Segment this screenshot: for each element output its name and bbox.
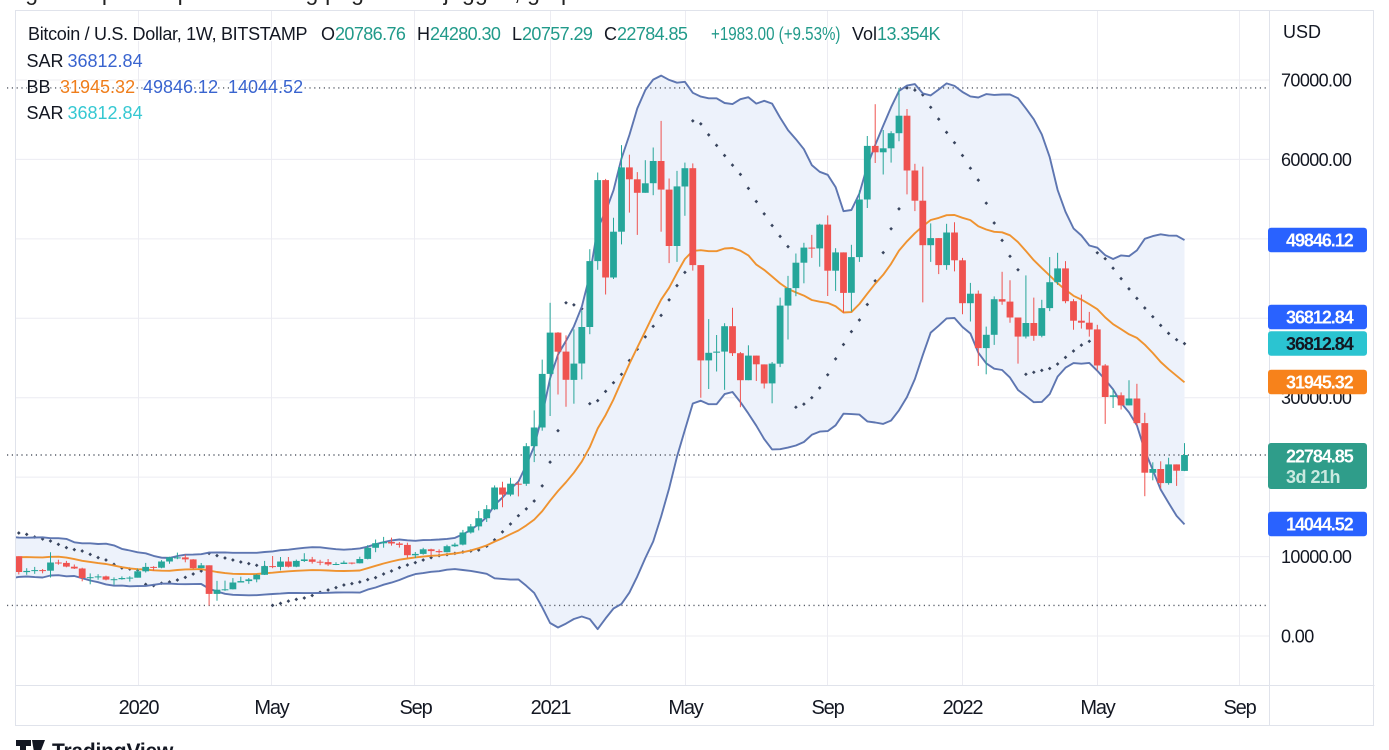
- svg-text:36812.84: 36812.84: [1286, 307, 1354, 327]
- svg-text:0.00: 0.00: [1281, 627, 1314, 647]
- svg-text:USD: USD: [1283, 22, 1321, 42]
- svg-text:10000.00: 10000.00: [1281, 547, 1352, 567]
- svg-text:May: May: [254, 697, 289, 719]
- svg-text:60000.00: 60000.00: [1281, 150, 1352, 170]
- svg-text:Sep: Sep: [400, 697, 433, 719]
- svg-text:2022: 2022: [943, 697, 984, 719]
- svg-text:2021: 2021: [531, 697, 572, 719]
- svg-text:3d 21h: 3d 21h: [1286, 467, 1340, 487]
- svg-text:Sep: Sep: [1224, 697, 1257, 719]
- svg-text:22784.85: 22784.85: [1286, 447, 1354, 467]
- svg-text:May: May: [1080, 697, 1115, 719]
- svg-text:70000.00: 70000.00: [1281, 71, 1352, 91]
- svg-text:49846.12: 49846.12: [1286, 230, 1354, 250]
- svg-text:Sep: Sep: [812, 697, 845, 719]
- svg-text:2020: 2020: [119, 697, 160, 719]
- svg-text:May: May: [668, 697, 703, 719]
- svg-text:36812.84: 36812.84: [1286, 334, 1354, 354]
- svg-text:31945.32: 31945.32: [1286, 372, 1354, 392]
- svg-text:14044.52: 14044.52: [1286, 514, 1354, 534]
